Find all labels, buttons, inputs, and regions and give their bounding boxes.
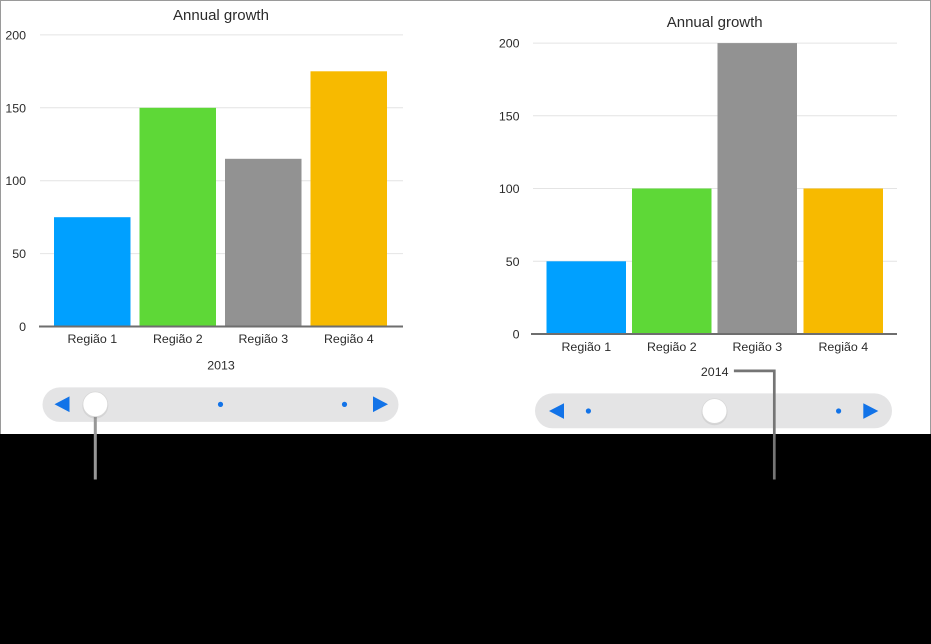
svg-text:Região 1: Região 1 (561, 340, 611, 354)
svg-text:Região 3: Região 3 (238, 332, 288, 346)
svg-text:Região 3: Região 3 (732, 340, 782, 354)
svg-text:50: 50 (12, 247, 26, 261)
svg-text:Região 1: Região 1 (67, 332, 117, 346)
svg-text:Annual growth: Annual growth (667, 14, 763, 31)
svg-text:Região 2: Região 2 (647, 340, 697, 354)
svg-text:100: 100 (499, 182, 520, 196)
svg-text:2014: 2014 (701, 365, 729, 379)
svg-text:Região 4: Região 4 (324, 332, 374, 346)
svg-text:Annual growth: Annual growth (173, 7, 269, 24)
svg-text:2013: 2013 (207, 359, 235, 373)
svg-text:100: 100 (5, 174, 26, 188)
svg-text:Região 2: Região 2 (153, 332, 203, 346)
svg-text:50: 50 (506, 255, 520, 269)
svg-text:Região 4: Região 4 (818, 340, 868, 354)
svg-text:200: 200 (5, 28, 26, 42)
svg-text:200: 200 (499, 37, 520, 51)
svg-text:0: 0 (513, 328, 520, 342)
svg-text:150: 150 (5, 101, 26, 115)
svg-text:150: 150 (499, 109, 520, 123)
svg-text:0: 0 (19, 320, 26, 334)
